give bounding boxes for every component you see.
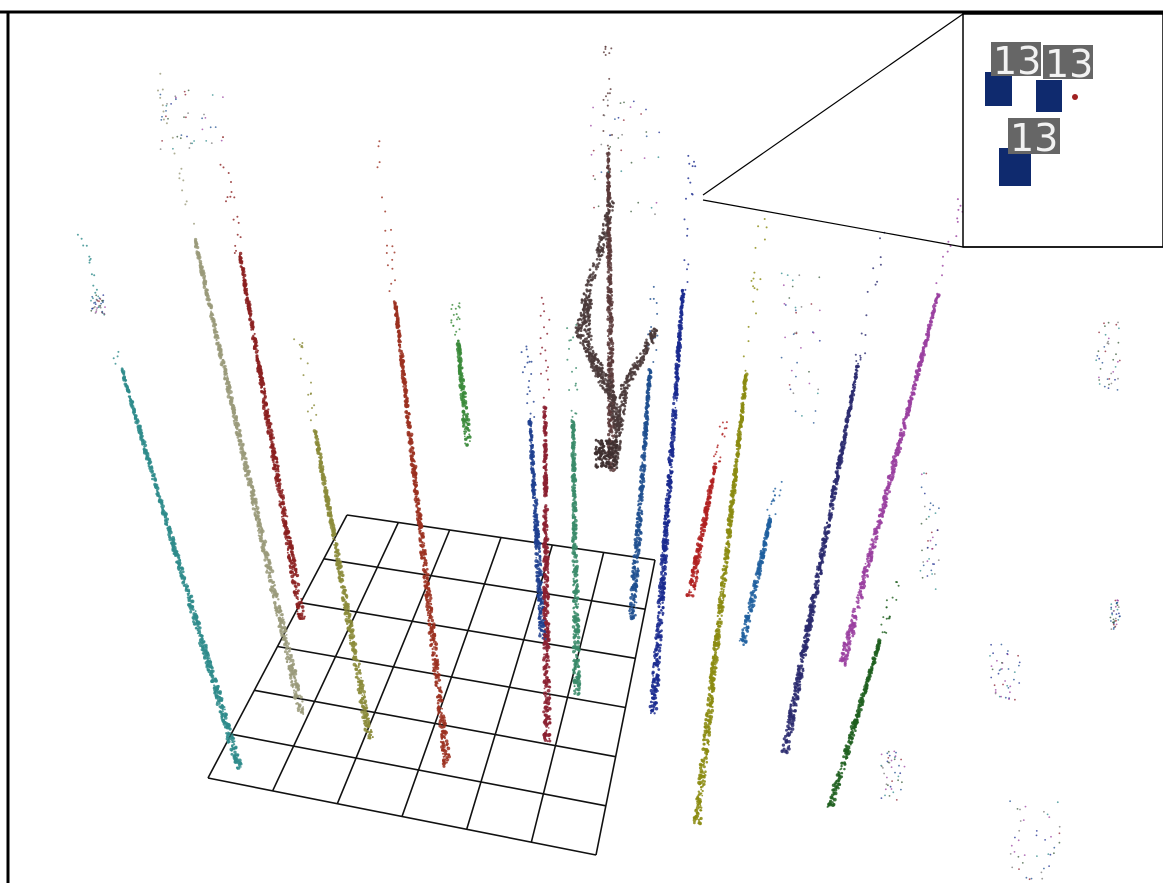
ground-grid — [207, 514, 656, 856]
inset-detection-2: 13 — [1036, 42, 1093, 112]
scattered-points — [90, 89, 1121, 881]
canopy-branch-cluster — [574, 200, 659, 470]
tree-stem — [628, 285, 659, 621]
detection-label: 13 — [1045, 42, 1093, 86]
tree-stem — [376, 140, 451, 768]
grid-line-col — [595, 559, 656, 856]
tree-stems — [76, 45, 972, 826]
inset-detection-1: 13 — [985, 39, 1041, 106]
tree-stem — [780, 231, 886, 755]
label-badge — [1043, 45, 1093, 79]
zoom-inset-panel: 13 13 13 — [962, 13, 1163, 248]
detection-label: 13 — [993, 39, 1041, 83]
zoom-callout-line-top — [702, 13, 964, 196]
inset-red-point — [1072, 94, 1078, 100]
tree-stem — [648, 154, 697, 715]
grid-line-row — [207, 777, 597, 856]
tree-stem — [293, 338, 374, 740]
tree-stem — [826, 581, 900, 808]
label-badge — [991, 42, 1041, 76]
zoom-callout-line-bottom — [702, 199, 964, 248]
detection-box — [1036, 80, 1062, 112]
tree-stem — [219, 136, 306, 621]
tree-stem — [685, 421, 728, 598]
detection-label: 13 — [1010, 116, 1058, 160]
tree-stem — [738, 480, 783, 646]
detection-box — [999, 148, 1031, 186]
tree-stem — [539, 296, 552, 743]
grid-line-col — [530, 552, 605, 843]
tree-stem — [692, 218, 768, 826]
tree-stem — [838, 170, 972, 667]
tree-stem — [450, 302, 472, 447]
label-badge — [1008, 118, 1060, 154]
tree-stem — [566, 323, 582, 696]
tree-stem — [157, 72, 305, 716]
detection-box — [985, 72, 1012, 106]
tree-stem — [76, 233, 243, 770]
inset-detection-3: 13 — [999, 116, 1060, 186]
